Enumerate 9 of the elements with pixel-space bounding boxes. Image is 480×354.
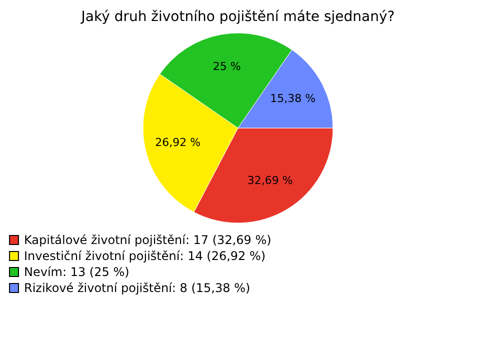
legend-label: Nevím: 13 (25 %) [24,265,130,279]
data-label: 32,69 % [247,174,293,188]
legend-label: Kapitálové životní pojištění: 17 (32,69 %) [24,233,272,247]
data-label: 26,92 % [155,136,201,149]
data-label: 25 % [212,60,241,74]
legend-label: Investiční životní pojištění: 14 (26,92 %) [24,249,266,263]
data-label: 15,38 % [270,92,316,106]
legend-label: Rizikové životní pojištění: 8 (15,38 %) [24,281,250,295]
chart-title: Jaký druh životního pojištění máte sjednaný? [80,9,395,25]
